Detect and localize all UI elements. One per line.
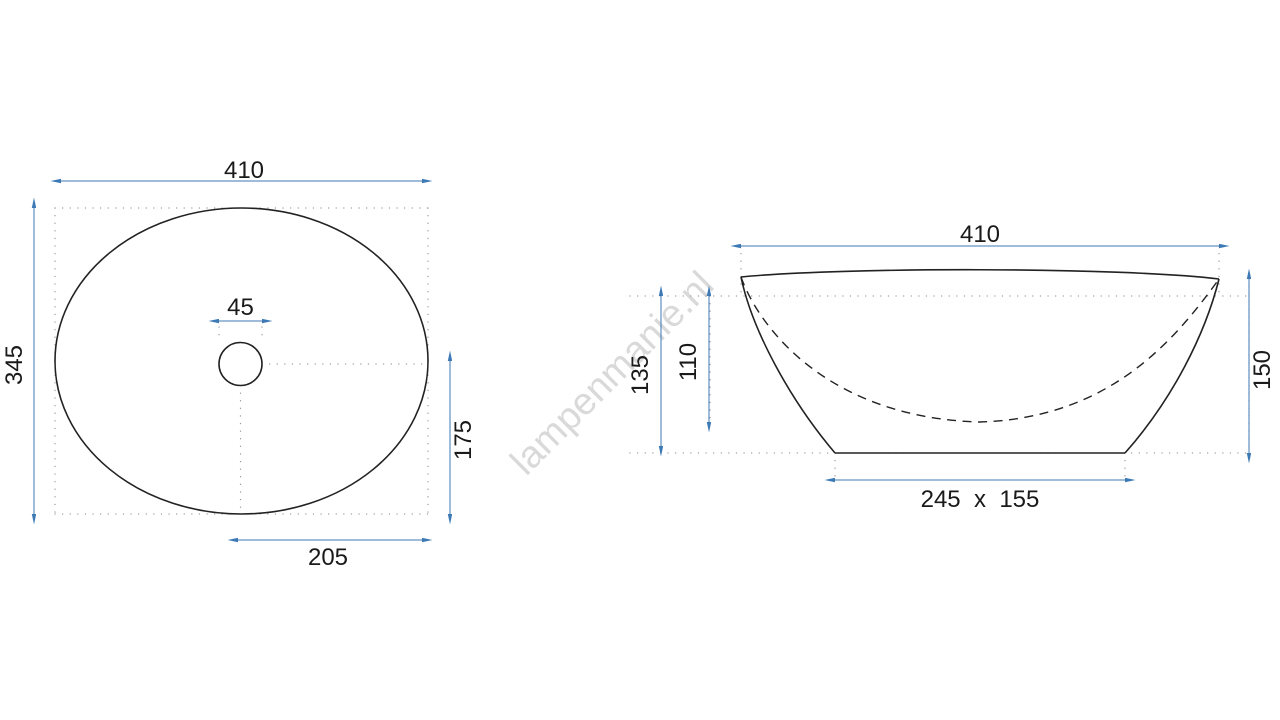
svg-text:175: 175 — [450, 420, 477, 460]
svg-text:45: 45 — [227, 294, 254, 321]
svg-text:410: 410 — [224, 157, 264, 184]
svg-text:205: 205 — [308, 544, 348, 571]
svg-text:150: 150 — [1249, 350, 1276, 390]
svg-text:245 x 155: 245 x 155 — [921, 486, 1040, 513]
svg-text:410: 410 — [960, 221, 1000, 248]
svg-text:135: 135 — [627, 355, 654, 395]
svg-text:345: 345 — [1, 345, 28, 385]
svg-text:110: 110 — [675, 343, 702, 381]
